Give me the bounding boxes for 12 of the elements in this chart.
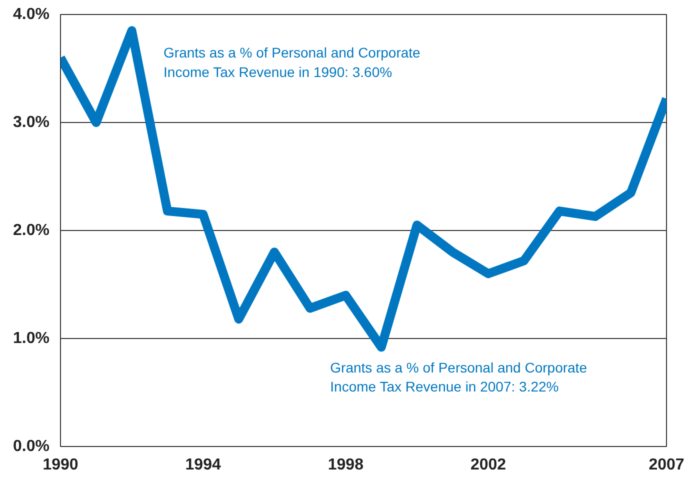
y-tick-label: 2.0% bbox=[13, 222, 50, 239]
x-tick-label: 2002 bbox=[470, 456, 506, 474]
annotation: Grants as a % of Personal and Corporate Income Tax Revenue in 1990: 3.60% bbox=[164, 44, 421, 80]
x-tick-label: 1990 bbox=[42, 456, 78, 474]
x-tick-label: 2007 bbox=[648, 456, 684, 474]
y-tick-label: 1.0% bbox=[13, 330, 50, 347]
x-tick-label: 1994 bbox=[185, 456, 221, 474]
annotation: Grants as a % of Personal and Corporate Income Tax Revenue in 2007: 3.22% bbox=[330, 359, 588, 395]
y-tick-label: 3.0% bbox=[13, 114, 50, 131]
y-tick-label: 0.0% bbox=[13, 438, 50, 455]
y-tick-label: 4.0% bbox=[13, 6, 50, 23]
x-tick-label: 1998 bbox=[328, 456, 364, 474]
